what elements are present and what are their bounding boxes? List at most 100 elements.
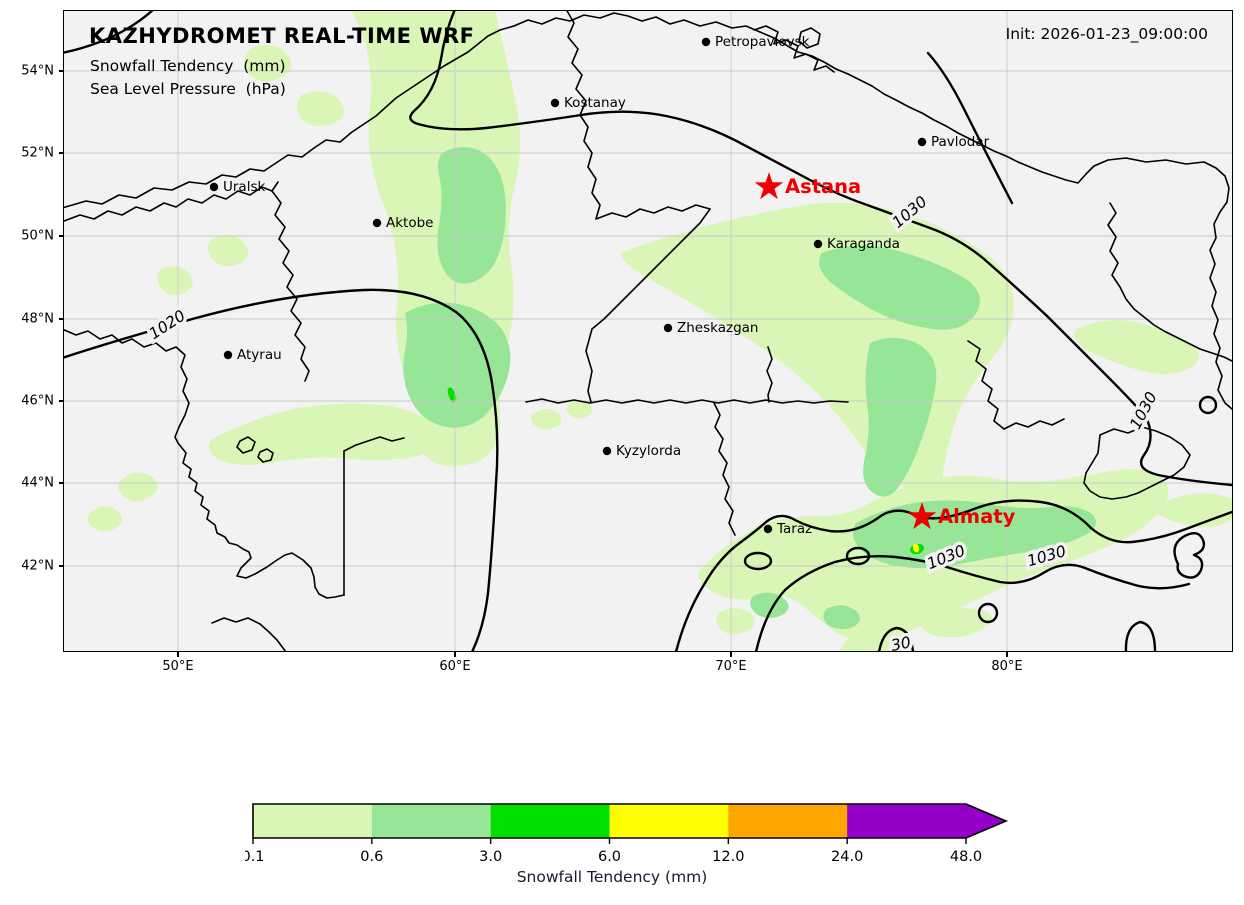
colorbar-ticks: 0.1 0.6 3.0 6.0 12.0 24.0 48.0 bbox=[241, 838, 982, 865]
admin-border bbox=[236, 436, 256, 454]
pressure-contour-closed bbox=[1198, 395, 1218, 415]
snowfall-area-intense bbox=[912, 543, 920, 553]
init-timestamp: Init: 2026-01-23_09:00:00 bbox=[1005, 25, 1208, 43]
admin-border bbox=[271, 190, 310, 382]
y-axis-tick-label: 54°N bbox=[21, 63, 54, 79]
page-title: KAZHYDROMET REAL-TIME WRF bbox=[89, 24, 475, 48]
y-axis-tickmark bbox=[59, 318, 64, 320]
pressure-contour-label: 1030 bbox=[1126, 389, 1160, 432]
colorbar-segment bbox=[253, 804, 373, 838]
y-axis-tickmark bbox=[59, 152, 64, 154]
city-label-almaty: Almaty bbox=[938, 505, 1016, 528]
city-dot-pavlodar bbox=[917, 137, 927, 147]
snowfall-area-light bbox=[87, 506, 123, 532]
city-dot-petropavlovsk bbox=[701, 37, 711, 47]
admin-border bbox=[967, 340, 1005, 430]
y-axis-tickmark bbox=[59, 482, 64, 484]
city-label-taraz: Taraz bbox=[776, 521, 812, 537]
city-star-almaty bbox=[907, 502, 937, 530]
pressure-contours-layer bbox=[64, 11, 1232, 651]
y-axis-tick-label: 46°N bbox=[21, 393, 54, 409]
colorbar-tick-label: 24.0 bbox=[831, 849, 863, 865]
x-axis-tick-label: 80°E bbox=[991, 659, 1023, 674]
gridlines-layer bbox=[64, 11, 1232, 651]
city-dot-aktobe bbox=[372, 218, 382, 228]
colorbar-outline bbox=[252, 803, 1009, 839]
snowfall-area-medium bbox=[819, 245, 980, 330]
snowfall-area-light bbox=[840, 628, 911, 651]
x-axis-tick-label: 70°E bbox=[715, 659, 747, 674]
snowfall-area-light bbox=[297, 91, 344, 127]
map-plot-area: 1020 1030 1030 1030 1030 30 Petropavlovsk Kost… bbox=[63, 10, 1233, 652]
city-label-pavlodar: Pavlodar bbox=[931, 134, 990, 150]
pressure-contour bbox=[755, 554, 1191, 651]
pressure-contour bbox=[409, 11, 1232, 487]
colorbar-tick-label: 6.0 bbox=[598, 849, 621, 865]
admin-border bbox=[257, 448, 274, 463]
city-dot-kostanay bbox=[550, 98, 560, 108]
city-dot-kyzylorda bbox=[602, 446, 612, 456]
colorbar-tick-label: 0.1 bbox=[245, 849, 265, 865]
pressure-contour bbox=[1173, 532, 1206, 579]
colorbar-segment-arrow bbox=[847, 804, 1006, 838]
colorbar-segment bbox=[728, 804, 848, 838]
snowfall-area-light bbox=[920, 608, 992, 638]
y-axis-tickmark bbox=[59, 400, 64, 402]
city-label-atyrau: Atyrau bbox=[237, 347, 282, 363]
colorbar-segment bbox=[609, 804, 729, 838]
admin-border bbox=[585, 208, 711, 403]
snowfall-area-light bbox=[244, 44, 292, 82]
pressure-contour bbox=[1124, 620, 1157, 651]
city-dot-atyrau bbox=[223, 350, 233, 360]
pressure-contour-closed bbox=[977, 602, 999, 624]
admin-border bbox=[753, 25, 835, 73]
admin-border bbox=[64, 181, 279, 222]
admin-border bbox=[64, 12, 1232, 410]
snowfall-area-medium bbox=[403, 302, 511, 428]
y-axis-tick-label: 52°N bbox=[21, 145, 54, 161]
snowfall-area-heavy bbox=[447, 387, 457, 403]
subtitle-field: Snowfall Tendency (mm) bbox=[90, 57, 286, 75]
colorbar-tick-label: 3.0 bbox=[479, 849, 502, 865]
snowfall-shading-layer bbox=[87, 11, 1232, 651]
pressure-contour-closed bbox=[845, 546, 871, 566]
pressure-contour-label: 1020 bbox=[146, 306, 189, 343]
x-axis-tickmark bbox=[1006, 652, 1008, 657]
y-axis-tickmark bbox=[59, 235, 64, 237]
y-axis-tick-label: 50°N bbox=[21, 228, 54, 244]
colorbar: 0.1 0.6 3.0 6.0 12.0 24.0 48.0 bbox=[241, 798, 1035, 868]
pressure-contour bbox=[64, 288, 499, 651]
city-dot-karaganda bbox=[813, 239, 823, 249]
x-axis-tick-label: 60°E bbox=[439, 659, 471, 674]
city-label-kyzylorda: Kyzylorda bbox=[616, 443, 681, 459]
pressure-contour-label: 30 bbox=[889, 633, 912, 651]
pressure-contour bbox=[877, 626, 915, 651]
snowfall-area-light bbox=[716, 608, 755, 635]
admin-border bbox=[525, 398, 849, 404]
colorbar-svg: 0.1 0.6 3.0 6.0 12.0 24.0 48.0 bbox=[241, 803, 1009, 865]
y-axis-tickmark bbox=[59, 70, 64, 72]
colorbar-tick-label: 48.0 bbox=[950, 849, 982, 865]
city-markers-layer: Petropavlovsk Kostanay Pavlodar Uralsk Astan… bbox=[209, 34, 1016, 537]
city-label-uralsk: Uralsk bbox=[223, 179, 265, 195]
city-label-aktobe: Aktobe bbox=[386, 215, 433, 231]
city-label-astana: Astana bbox=[785, 175, 861, 198]
colorbar-segment bbox=[490, 804, 610, 838]
subtitle-units: Sea Level Pressure (hPa) bbox=[90, 80, 286, 98]
snowfall-area-medium bbox=[863, 337, 937, 497]
city-label-kostanay: Kostanay bbox=[564, 95, 626, 111]
y-axis-tick-label: 42°N bbox=[21, 558, 54, 574]
snowfall-area-light bbox=[208, 403, 430, 466]
pressure-contour-closed bbox=[743, 551, 773, 571]
colorbar-segment bbox=[371, 804, 492, 838]
x-axis-tickmark bbox=[454, 652, 456, 657]
y-axis-tick-label: 44°N bbox=[21, 475, 54, 491]
y-axis-tickmark bbox=[59, 565, 64, 567]
snowfall-area-light bbox=[157, 266, 193, 295]
x-axis-tickmark bbox=[730, 652, 732, 657]
colorbar-tick-label: 0.6 bbox=[360, 849, 383, 865]
snowfall-area-light bbox=[208, 234, 249, 267]
admin-border bbox=[343, 436, 405, 452]
admin-border bbox=[595, 204, 711, 220]
snowfall-area-light bbox=[1074, 320, 1199, 375]
